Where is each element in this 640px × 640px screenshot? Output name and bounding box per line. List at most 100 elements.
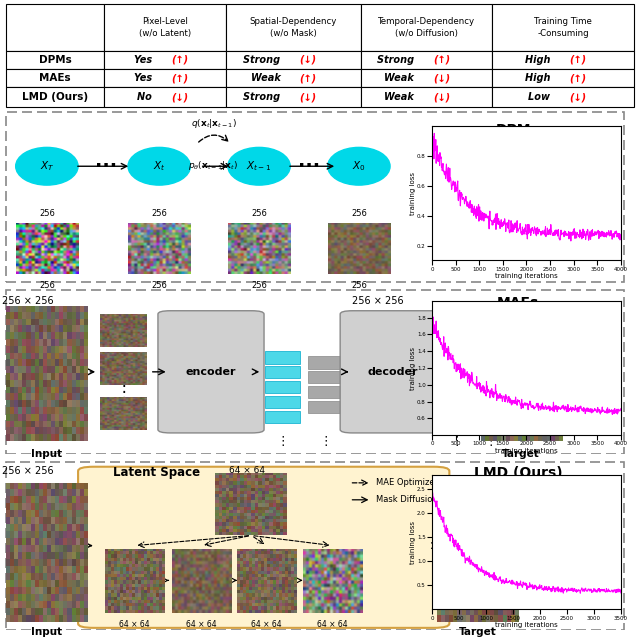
Text: 256: 256 [39, 209, 55, 218]
Text: High: High [525, 73, 554, 83]
Text: Input: Input [31, 627, 63, 637]
Bar [226, 88, 361, 107]
Text: LMD (Ours): LMD (Ours) [22, 92, 88, 102]
Text: Weak: Weak [384, 92, 417, 102]
Text: (↓): (↓) [300, 92, 317, 102]
Ellipse shape [16, 147, 78, 185]
Bar [361, 69, 493, 88]
Text: Pixel-Level
(w/o Latent): Pixel-Level (w/o Latent) [139, 17, 191, 38]
Bar [265, 411, 300, 423]
FancyBboxPatch shape [6, 461, 624, 630]
Bar [361, 88, 493, 107]
Text: 256: 256 [151, 209, 167, 218]
Text: 256: 256 [351, 281, 367, 290]
Text: $X_{t-1}$: $X_{t-1}$ [246, 159, 272, 173]
Text: 64 × 64: 64 × 64 [228, 466, 264, 475]
Text: Strong: Strong [377, 55, 417, 65]
Bar [493, 4, 634, 51]
Text: (↑): (↑) [300, 73, 317, 83]
Bar [104, 51, 226, 69]
Text: Target: Target [459, 627, 496, 637]
Bar [493, 88, 634, 107]
Text: encoder: encoder [186, 367, 236, 377]
Text: 256: 256 [251, 209, 267, 218]
Text: ···: ··· [95, 157, 117, 176]
Text: Strong: Strong [243, 55, 284, 65]
Text: LMD (Ours): LMD (Ours) [474, 466, 563, 480]
Bar [226, 69, 361, 88]
Bar [308, 401, 342, 413]
Text: ⋮: ⋮ [319, 435, 332, 448]
Text: decoder: decoder [368, 367, 419, 377]
Text: (↓): (↓) [570, 92, 586, 102]
Bar [265, 396, 300, 408]
Bar [439, 378, 470, 392]
Text: DPMs: DPMs [496, 124, 540, 138]
FancyBboxPatch shape [78, 467, 449, 628]
Bar [265, 381, 300, 394]
Text: 256: 256 [39, 281, 55, 290]
Text: (↑): (↑) [171, 55, 188, 65]
Text: Weak: Weak [251, 73, 284, 83]
Text: No: No [137, 92, 156, 102]
Y-axis label: training loss: training loss [410, 346, 415, 390]
Text: $X_t$: $X_t$ [153, 159, 166, 173]
Bar [361, 51, 493, 69]
Bar [226, 4, 361, 51]
Text: (↓): (↓) [433, 92, 450, 102]
Bar [439, 358, 470, 372]
Text: Weak: Weak [384, 73, 417, 83]
Bar [308, 386, 342, 398]
Text: Latent Space: Latent Space [113, 466, 200, 479]
Text: (↑): (↑) [570, 73, 586, 83]
Bar [104, 69, 226, 88]
Text: ⋮: ⋮ [115, 383, 132, 401]
Text: MAE Optimize: MAE Optimize [376, 478, 435, 487]
Text: (↓): (↓) [300, 55, 317, 65]
Text: 256 × 256: 256 × 256 [3, 296, 54, 306]
Text: 256 × 256: 256 × 256 [352, 296, 403, 306]
X-axis label: training iterations: training iterations [495, 622, 558, 628]
Text: $q(\mathbf{x}_t|\mathbf{x}_{t-1})$: $q(\mathbf{x}_t|\mathbf{x}_{t-1})$ [191, 116, 236, 129]
Text: ⋮: ⋮ [115, 355, 132, 372]
Text: DPMs: DPMs [38, 55, 72, 65]
Text: (↓): (↓) [433, 73, 450, 83]
Text: MAEs: MAEs [497, 296, 539, 310]
Text: Mask Diffusion: Mask Diffusion [376, 495, 438, 504]
FancyBboxPatch shape [6, 290, 624, 454]
Text: 64 × 64: 64 × 64 [317, 620, 348, 629]
Bar [6, 69, 104, 88]
Text: High: High [525, 55, 554, 65]
Bar [473, 378, 504, 392]
Text: Input: Input [31, 449, 63, 460]
Text: Yes: Yes [134, 73, 156, 83]
Text: 64 × 64: 64 × 64 [119, 620, 150, 629]
Bar [265, 351, 300, 364]
X-axis label: training iterations: training iterations [495, 448, 558, 454]
Text: 64 × 64: 64 × 64 [252, 620, 282, 629]
Ellipse shape [128, 147, 191, 185]
Text: 64 × 64: 64 × 64 [186, 620, 216, 629]
Bar [473, 394, 504, 408]
Text: ⋮: ⋮ [276, 435, 289, 448]
Bar [104, 88, 226, 107]
Text: 256 × 256: 256 × 256 [3, 466, 54, 476]
Text: 256: 256 [151, 281, 167, 290]
Text: ⋮: ⋮ [484, 435, 497, 448]
Y-axis label: training loss: training loss [410, 172, 415, 215]
Text: Training Time
-Consuming: Training Time -Consuming [534, 17, 592, 38]
FancyBboxPatch shape [6, 112, 624, 282]
Text: (↓): (↓) [171, 92, 188, 102]
Bar [473, 361, 504, 375]
Text: 256: 256 [351, 209, 367, 218]
Bar [361, 4, 493, 51]
Ellipse shape [228, 147, 290, 185]
Text: (↑): (↑) [171, 73, 188, 83]
Bar [104, 4, 226, 51]
Text: Temporal-Dependency
(w/o Diffusion): Temporal-Dependency (w/o Diffusion) [378, 17, 475, 38]
Ellipse shape [328, 147, 390, 185]
Text: (↑): (↑) [433, 55, 450, 65]
Bar [6, 88, 104, 107]
Text: ⋮: ⋮ [450, 435, 463, 448]
Bar [308, 356, 342, 369]
